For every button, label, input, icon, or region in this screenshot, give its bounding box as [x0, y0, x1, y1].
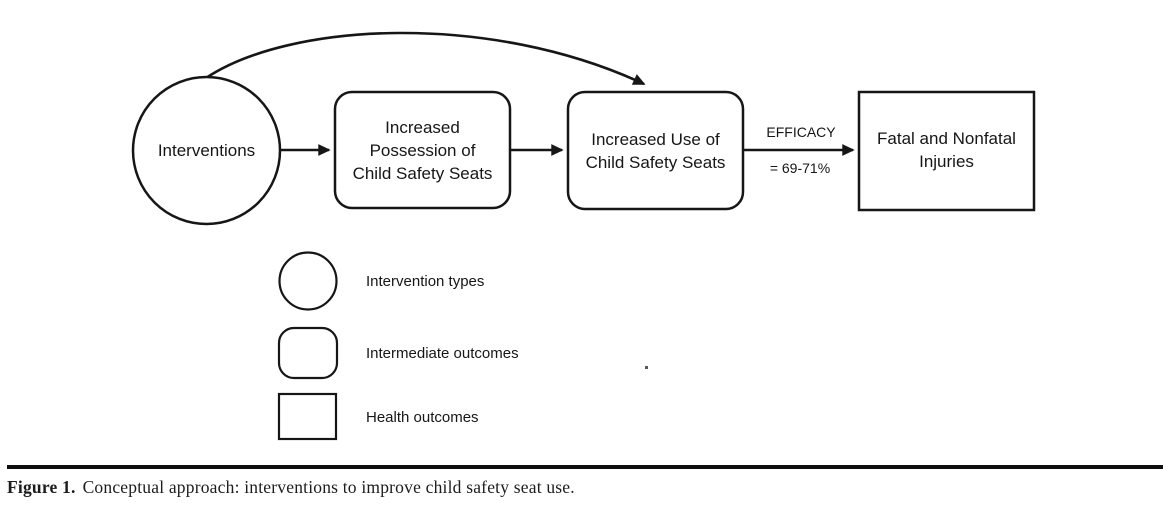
node-injuries-line1: Fatal and Nonfatal: [877, 129, 1016, 148]
node-possession-box: [333, 90, 512, 210]
legend: Intervention types Intermediate outcomes…: [277, 251, 519, 441]
legend-rounded-rect-icon: [277, 326, 339, 380]
scan-artifact-dot: [645, 366, 648, 369]
legend-label-health-outcomes: Health outcomes: [366, 409, 479, 426]
legend-rect-icon: [277, 392, 338, 441]
node-injuries-line2: Injuries: [919, 152, 974, 171]
legend-label-intervention-types: Intervention types: [366, 273, 484, 290]
node-interventions-circle: [131, 75, 282, 226]
node-possession-line3: Child Safety Seats: [353, 164, 493, 183]
legend-label-intermediate-outcomes: Intermediate outcomes: [366, 345, 519, 362]
node-possession-line2: Possession of: [370, 141, 476, 160]
node-possession-line1: Increased: [385, 118, 460, 137]
node-use-line1: Increased Use of: [591, 130, 720, 149]
node-use-line2: Child Safety Seats: [586, 153, 726, 172]
node-interventions-label: Interventions: [158, 141, 255, 160]
concept-diagram: Interventions Increased Possession of Ch…: [131, 31, 1036, 441]
figure-caption-text: Conceptual approach: interventions to im…: [82, 477, 575, 497]
figure-caption: Figure 1. Conceptual approach: interventi…: [7, 465, 1163, 498]
efficacy-value: = 69-71%: [770, 160, 830, 176]
node-use-box: [566, 90, 745, 211]
legend-circle-icon: [278, 251, 338, 311]
efficacy-label: EFFICACY: [766, 124, 836, 140]
node-injuries-box: [857, 90, 1036, 212]
bypass-arrow: [205, 31, 646, 86]
figure-caption-label: Figure 1.: [7, 477, 76, 497]
